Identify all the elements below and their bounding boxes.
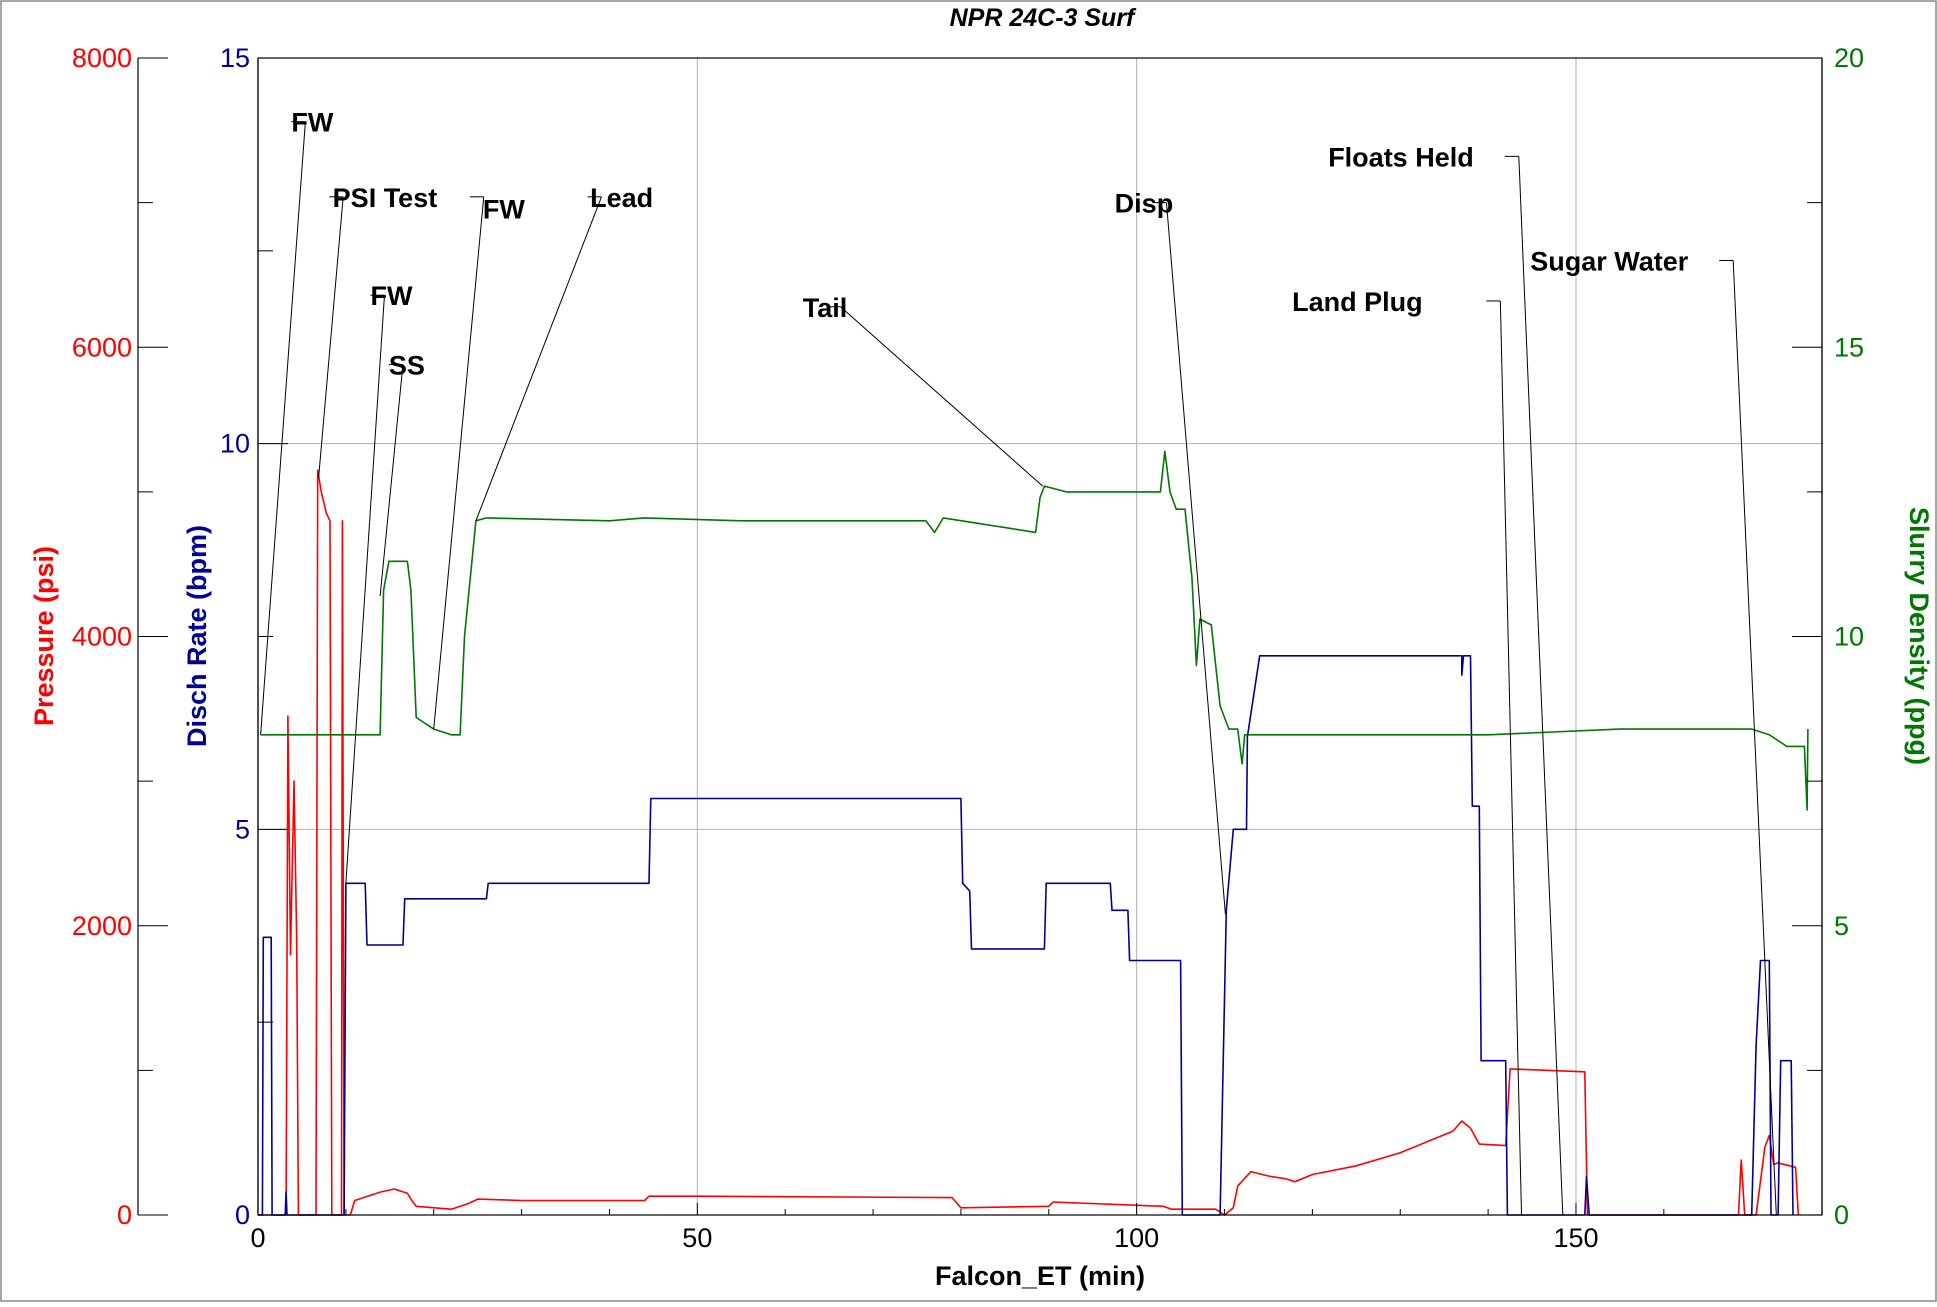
pressure-tick-label: 0 [117,1200,132,1230]
annotation-leader-line [433,196,485,730]
annotation-leader-line [260,121,306,735]
pressure-tick-label: 2000 [72,911,132,941]
annotation-leader-line [379,364,404,597]
density-tick-label: 20 [1834,43,1864,73]
annotation-label: FW [370,281,412,311]
rate-tick-label: 15 [220,43,250,73]
x-tick-label: 0 [250,1223,265,1253]
rate-axis-title: Disch Rate (bpm) [182,525,212,747]
chart-title: NPR 24C-3 Surf [950,4,1137,32]
x-tick-label: 100 [1114,1223,1159,1253]
pressure-axis: 0 2000 4000 6000 8000 [72,43,168,1230]
rate-tick-label: 10 [220,429,250,459]
density-series-line [260,450,1809,811]
annotation-label: SS [389,351,425,381]
annotation-label: Land Plug [1292,287,1423,317]
annotation-leader-line [318,196,344,478]
annotation-label: Sugar Water [1530,246,1689,276]
annotation-leader-line [475,196,602,521]
annotation-leader-line [1499,300,1523,1216]
annotation-label: Lead [590,183,653,213]
density-tick-label: 10 [1834,622,1864,652]
annotation-label: FW [483,194,525,224]
rate-axis: 0 5 10 15 [220,43,288,1230]
annotation-layer: FW PSI Test FW Lead FW SS Tail Disp Land Plug Flo… [260,108,1777,1216]
annotation-label: Tail [803,293,848,323]
pressure-tick-label: 8000 [72,43,132,73]
annotation-leader-line [1518,156,1564,1216]
annotation-label: Floats Held [1328,142,1474,172]
annotation-leader-line [345,295,385,884]
rate-tick-label: 0 [235,1200,250,1230]
pressure-tick-label: 4000 [72,622,132,652]
rate-tick-label: 5 [235,814,250,844]
annotation-leader-line [840,306,1043,487]
density-tick-label: 15 [1834,332,1864,362]
annotation-label: Disp [1115,189,1174,219]
rate-series-line [258,654,1794,1216]
density-axis: 0 5 10 15 20 [1792,43,1864,1230]
density-tick-label: 0 [1834,1200,1849,1230]
annotation-leader-line [1732,260,1777,1216]
grid-layer [258,58,1822,1215]
annotation-leader-line [1165,202,1226,915]
x-axis-title: Falcon_ET (min) [935,1261,1145,1291]
pressure-axis-title: Pressure (psi) [29,546,59,726]
x-tick-label: 50 [682,1223,712,1253]
annotation-label: FW [291,108,333,138]
pressure-tick-label: 6000 [72,332,132,362]
density-tick-label: 5 [1834,911,1849,941]
annotation-label: PSI Test [333,183,438,213]
density-axis-title: Slurry Density (ppg) [1904,507,1934,765]
x-tick-label: 150 [1553,1223,1598,1253]
